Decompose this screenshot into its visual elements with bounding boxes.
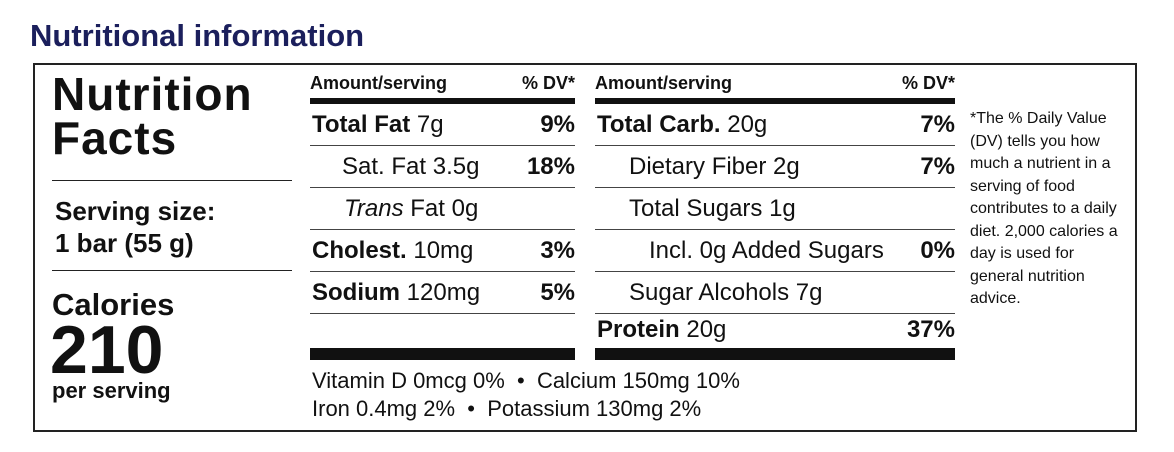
label-box <box>33 63 1137 432</box>
calories-unit: per serving <box>52 378 171 403</box>
divider <box>52 180 292 181</box>
daily-value: 18% <box>526 152 575 180</box>
nutrient-amount: 2g <box>773 152 800 180</box>
daily-value: 0% <box>920 236 955 264</box>
column-header: % DV* <box>521 73 575 93</box>
vitamin: Potassium 130mg 2% <box>487 396 702 421</box>
nutrient: Cholest. 10mg <box>312 237 473 265</box>
daily-value: 7% <box>920 152 955 180</box>
vitamin: Vitamin D 0mcg 0% <box>312 368 505 393</box>
nutrient-row: Trans Fat 0g <box>310 188 575 230</box>
daily-value: 37% <box>906 316 955 343</box>
nutrient-row: Protein 20g 37% <box>595 314 955 346</box>
nutrient-name: Cholest. <box>312 236 407 264</box>
nutrient: Trans Fat 0g <box>344 195 478 223</box>
header-bar <box>595 98 955 104</box>
calories-value: 210 <box>50 312 164 388</box>
nutrient-amount: 120mg <box>406 278 481 306</box>
thick-bar <box>310 348 575 360</box>
nutrient-name: Sat. Fat <box>342 152 427 180</box>
vitamin: Calcium 150mg 10% <box>536 368 740 393</box>
column-header: Amount/serving <box>310 73 448 93</box>
nutrient: Sodium 120mg <box>312 279 480 307</box>
nutrient-name: Total Carb. <box>597 110 721 138</box>
nutrient: Total Sugars 1g <box>629 195 796 223</box>
nutrient: Dietary Fiber 2g <box>629 153 800 181</box>
vitamin: Iron 0.4mg 2% <box>312 396 456 421</box>
nutrient-name: Trans <box>344 194 404 222</box>
table-header: Amount/serving % DV* <box>595 73 955 98</box>
nutrient-amount: 3.5g <box>432 152 480 180</box>
nutrient-row: Sugar Alcohols 7g <box>595 272 955 314</box>
nutrient-row: Total Sugars 1g <box>595 188 955 230</box>
daily-value: 5% <box>540 278 575 306</box>
nutrient-row: Total Fat 7g 9% <box>310 104 575 146</box>
daily-value: 9% <box>540 110 575 138</box>
nutrient: Incl. 0g Added Sugars <box>649 237 884 265</box>
nutrient-name: Dietary Fiber <box>629 152 767 180</box>
nutrient-row: Cholest. 10mg 3% <box>310 230 575 272</box>
nutrient-row: Dietary Fiber 2g 7% <box>595 146 955 188</box>
nutrient: Protein 20g <box>597 316 726 344</box>
nutrient-row: Total Carb. 20g 7% <box>595 104 955 146</box>
nutrient-row: Incl. 0g Added Sugars 0% <box>595 230 955 272</box>
right-table: Amount/serving% DV* Total Carb. 20g 7% Diet… <box>595 73 955 346</box>
nutrient: Sugar Alcohols 7g <box>629 279 822 307</box>
footnote: *The % Daily Value (DV) tells you how mu… <box>970 110 1118 307</box>
nutrient-name: Sugar Alcohols <box>629 278 790 306</box>
calories-label: Calories <box>52 287 175 322</box>
nutrient-row: Sat. Fat 3.5g 18% <box>310 146 575 188</box>
serving-label: Serving size: <box>55 196 216 226</box>
nutrient: Total Fat 7g <box>312 111 444 139</box>
page-title: Nutritional information <box>30 18 365 53</box>
nutrient-name: Total Sugars <box>629 194 763 222</box>
nutrient-amount: Fat 0g <box>410 194 479 222</box>
nf-title-line: Facts <box>52 112 178 164</box>
table-header: Amount/serving % DV* <box>310 73 575 98</box>
serving-size: 1 bar (55 g) <box>55 228 194 258</box>
thick-bar <box>595 348 955 360</box>
nutrient-amount: 20g <box>686 316 727 343</box>
nutrient: Sat. Fat 3.5g <box>342 153 479 181</box>
nutrient-amount: 20g <box>727 110 768 138</box>
column-header: Amount/serving <box>595 73 733 93</box>
column-header: % DV* <box>901 73 955 93</box>
nf-title: Nutrition Facts <box>52 68 253 164</box>
nutrient-amount: 7g <box>795 278 823 306</box>
nutrient-name: Incl. 0g Added Sugars <box>649 236 884 264</box>
nutrient-amount: 7g <box>416 110 444 138</box>
nutrient-name: Total Fat <box>312 110 411 138</box>
vitamin-line: Vitamin D 0mcg 0% • Calcium 150mg 10% <box>312 368 740 393</box>
nutrient-row: Sodium 120mg 5% <box>310 272 575 314</box>
daily-value: 3% <box>540 236 575 264</box>
nutrient-amount: 10mg <box>413 236 474 264</box>
vitamin-line: Iron 0.4mg 2% • Potassium 130mg 2% <box>312 396 702 421</box>
nutrient-amount: 1g <box>769 194 796 222</box>
nutrient: Total Carb. 20g <box>597 111 767 139</box>
header-bar <box>310 98 575 104</box>
divider <box>52 270 292 271</box>
left-table: Amount/serving % DV* Total Fat 7g 9% Sat. Fa… <box>310 73 575 314</box>
nutrient-name: Protein <box>597 316 680 343</box>
nf-title-line: Nutrition <box>52 68 253 120</box>
nutrient-name: Sodium <box>312 278 400 306</box>
daily-value: 7% <box>920 110 955 138</box>
